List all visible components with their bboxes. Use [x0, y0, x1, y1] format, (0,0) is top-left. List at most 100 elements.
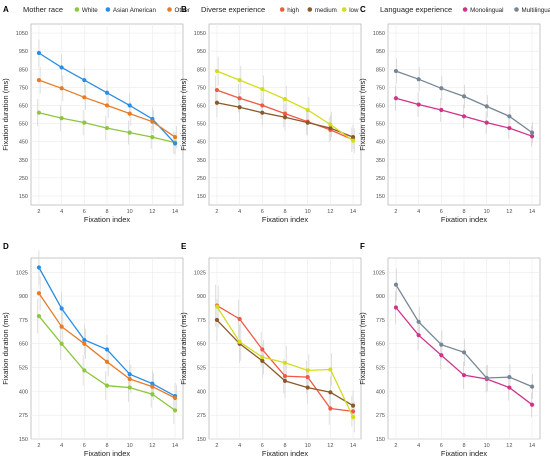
x-tick-label: 6 [83, 209, 86, 215]
y-axis-label: Fixation duration (ms) [1, 78, 10, 151]
panel-tag: D [3, 242, 9, 251]
x-tick-label: 12 [149, 209, 155, 215]
y-tick-label: 350 [19, 158, 28, 164]
legend-title: Diverse experience [201, 5, 265, 14]
data-point [127, 376, 132, 382]
y-tick-label: 900 [19, 294, 28, 300]
y-tick-label: 950 [19, 49, 28, 55]
y-tick-label: 950 [197, 49, 206, 55]
panel-tag: B [181, 5, 187, 14]
x-tick-label: 12 [506, 209, 512, 215]
data-point [172, 135, 178, 140]
y-tick-label: 250 [19, 176, 28, 182]
legend-entry: Monolingual [470, 7, 503, 14]
data-point [305, 385, 310, 390]
x-tick-label: 4 [60, 209, 63, 215]
data-point [82, 368, 87, 373]
y-tick-label: 850 [376, 67, 385, 73]
x-tick-label: 8 [462, 443, 465, 449]
x-tick-label: 8 [105, 443, 108, 449]
data-point [127, 130, 132, 135]
x-tick-label: 14 [172, 443, 178, 449]
y-tick-label: 850 [197, 67, 206, 73]
data-point [393, 282, 399, 287]
data-point [529, 402, 535, 407]
legend-key [514, 7, 519, 12]
legend-key [341, 7, 347, 12]
data-point [150, 392, 155, 397]
x-tick-label: 6 [440, 443, 443, 449]
x-tick-label: 2 [37, 209, 40, 215]
y-tick-label: 150 [197, 437, 206, 443]
data-point [393, 305, 399, 310]
data-point [439, 353, 444, 358]
data-point [461, 350, 467, 355]
y-tick-label: 650 [197, 103, 206, 109]
data-point [172, 395, 178, 401]
x-tick-label: 4 [417, 209, 420, 215]
data-point [127, 372, 132, 377]
data-point [237, 339, 242, 344]
data-point [350, 403, 356, 408]
x-tick-label: 12 [327, 209, 333, 215]
data-point [350, 138, 356, 143]
y-tick-label: 400 [19, 389, 28, 395]
x-tick-label: 6 [261, 443, 264, 449]
legend-entry: Asian American [113, 7, 157, 14]
y-tick-label: 250 [376, 176, 385, 182]
x-tick-label: 10 [484, 443, 490, 449]
data-point [127, 385, 132, 390]
y-tick-label: 275 [376, 413, 385, 419]
data-point [328, 125, 333, 131]
x-tick-label: 6 [440, 209, 443, 215]
data-point [416, 333, 421, 338]
data-point [507, 114, 512, 119]
y-tick-label: 275 [19, 413, 28, 419]
legend-entry: White [82, 7, 98, 14]
legend: Diverse experience high medium low [201, 5, 359, 14]
data-point [214, 100, 220, 105]
data-point [439, 86, 444, 91]
y-tick-label: 150 [19, 437, 28, 443]
y-axis-label: Fixation duration (ms) [358, 78, 367, 151]
y-tick-label: 775 [19, 318, 28, 324]
x-tick-label: 4 [238, 443, 241, 449]
data-point [104, 103, 110, 108]
data-point [127, 103, 132, 108]
panel-F: F 150 275 400 525 650 775 900 1025 2 4 6 8 10 12 14 Fixa… [358, 242, 541, 458]
x-axis-label: Fixation index [441, 215, 488, 224]
data-point [172, 141, 178, 146]
y-tick-label: 550 [197, 122, 206, 128]
y-axis-label: Fixation duration (ms) [1, 312, 10, 385]
legend-title: Language experience [380, 5, 452, 14]
x-tick-label: 14 [350, 443, 356, 449]
data-point [529, 384, 535, 389]
x-tick-label: 4 [238, 209, 241, 215]
data-point [59, 116, 64, 121]
data-point [260, 354, 265, 360]
data-point [461, 373, 467, 378]
data-point [484, 104, 489, 109]
data-point [260, 87, 265, 92]
y-tick-label: 1050 [373, 31, 385, 37]
data-point [237, 316, 242, 322]
x-axis-label: Fixation index [84, 215, 131, 224]
y-tick-label: 750 [19, 85, 28, 91]
x-tick-label: 10 [305, 443, 311, 449]
y-tick-label: 550 [376, 122, 385, 128]
data-point [82, 95, 87, 100]
data-point [439, 107, 444, 113]
y-tick-label: 775 [197, 318, 206, 324]
data-point [507, 125, 512, 131]
x-axis-label: Fixation index [84, 449, 131, 458]
legend-entry: high [287, 7, 299, 14]
data-point [59, 306, 64, 311]
data-point [282, 111, 288, 116]
data-point [260, 110, 265, 115]
y-tick-label: 1025 [16, 270, 28, 276]
data-point [305, 368, 310, 373]
data-point [214, 304, 220, 309]
y-tick-label: 450 [19, 140, 28, 146]
data-point [282, 115, 288, 120]
